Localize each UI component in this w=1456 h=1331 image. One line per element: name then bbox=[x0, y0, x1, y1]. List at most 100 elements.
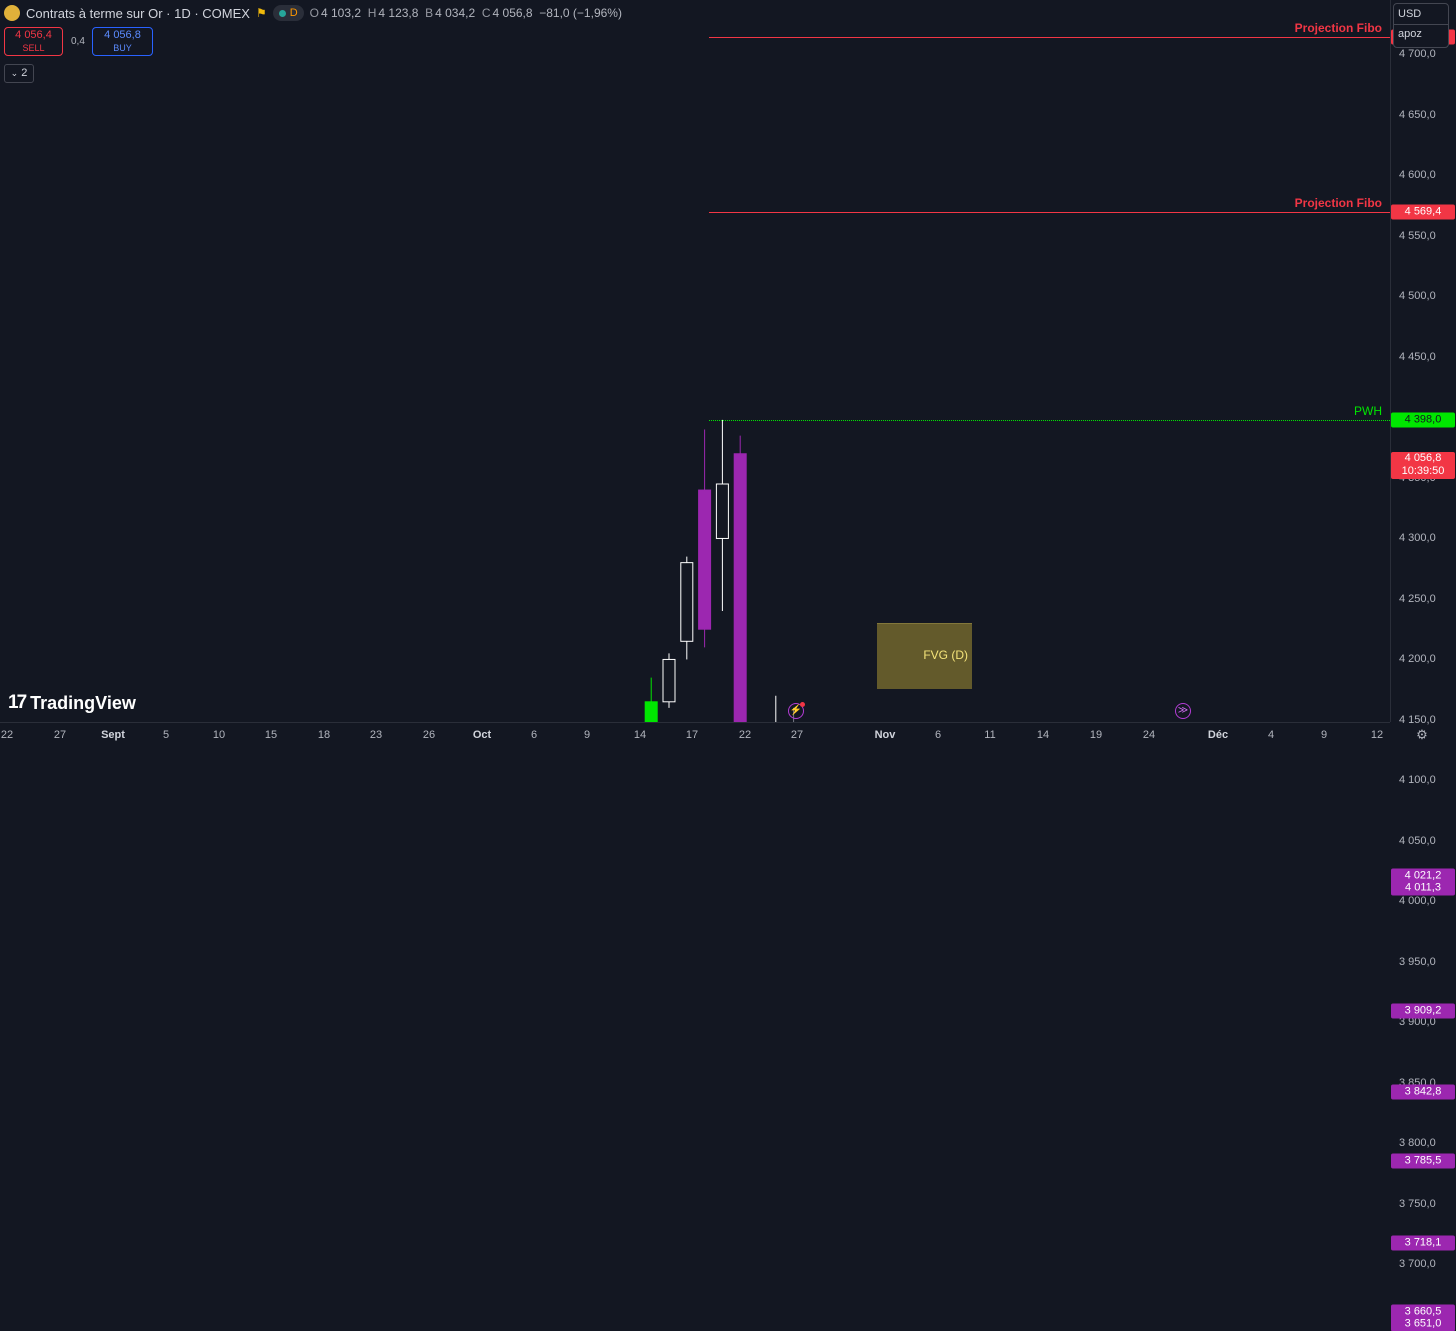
price-tick-label: 4 550,0 bbox=[1399, 229, 1436, 242]
ohlc-high-key: H bbox=[367, 6, 377, 20]
price-tick-label: 3 800,0 bbox=[1399, 1137, 1436, 1150]
current-price-tag: 4 056,8 10:39:50 bbox=[1391, 452, 1455, 479]
fibo-price-tag: 4 569,4 bbox=[1391, 204, 1455, 220]
candle-body bbox=[733, 453, 747, 722]
time-tick-label: 22 bbox=[738, 729, 752, 741]
buy-button[interactable]: 4 056,8 BUY bbox=[92, 27, 153, 56]
time-tick-label: Déc bbox=[1207, 729, 1229, 741]
currency-value: USD bbox=[1398, 8, 1422, 20]
currency-selector[interactable]: USD apoz bbox=[1393, 3, 1449, 48]
fvg-zone[interactable] bbox=[876, 623, 972, 690]
price-tick-label: 4 250,0 bbox=[1399, 592, 1436, 605]
candle-body bbox=[715, 483, 729, 539]
time-tick-label: 6 bbox=[530, 729, 538, 741]
time-tick-label: 26 bbox=[422, 729, 436, 741]
price-tick-label: 4 450,0 bbox=[1399, 350, 1436, 363]
time-tick-label: 10 bbox=[212, 729, 226, 741]
flag-icon[interactable]: ⚑ bbox=[255, 6, 267, 20]
fibo-level-line[interactable] bbox=[709, 37, 1390, 39]
time-tick-label: 4 bbox=[1267, 729, 1275, 741]
time-tick-label: 14 bbox=[1036, 729, 1050, 741]
time-tick-label: Oct bbox=[472, 729, 492, 741]
current-price: 4 056,8 bbox=[1404, 452, 1442, 464]
pwh-level-line[interactable] bbox=[709, 419, 1390, 421]
interval-badge-letter: D bbox=[289, 7, 298, 19]
price-scale[interactable]: 4 700,0 4 650,0 4 600,0 4 550,0 4 500,0 4 450… bbox=[1390, 0, 1456, 1331]
time-scale[interactable]: 22 27 Sept 5 10 15 18 23 26 Oct 6 9 14 17 22 27 Nov 6 11 14… bbox=[0, 722, 1390, 747]
sell-price: 4 056,4 bbox=[15, 29, 52, 41]
ohlc-change: −81,0 (−1,96%) bbox=[539, 6, 622, 20]
time-tick-label: 17 bbox=[685, 729, 699, 741]
symbol-title[interactable]: Contrats à terme sur Or · 1D · COMEX bbox=[26, 5, 250, 21]
time-tick-label: 12 bbox=[1370, 729, 1384, 741]
future-event-icon[interactable]: ≫ bbox=[1175, 703, 1191, 719]
price-tick-label: 3 950,0 bbox=[1399, 955, 1436, 968]
pwh-level-label: PWH bbox=[1354, 403, 1382, 418]
chart-pane[interactable]: FVG (D)FVG (W)FVG (W)FVG (W)FVG (D) Proj… bbox=[0, 0, 1390, 722]
time-tick-label: 22 bbox=[0, 729, 14, 741]
candle-body bbox=[698, 489, 712, 630]
price-tick-label: 4 100,0 bbox=[1399, 774, 1436, 787]
time-tick-label: 24 bbox=[1142, 729, 1156, 741]
gold-symbol-icon bbox=[4, 5, 20, 21]
price-tick-label: 4 200,0 bbox=[1399, 653, 1436, 666]
candle-body bbox=[662, 658, 676, 703]
ohlc-close-key: C bbox=[481, 6, 491, 20]
ssl-price-tag: 3 842,8 bbox=[1391, 1084, 1455, 1100]
interval-badge[interactable]: D bbox=[272, 5, 304, 21]
chart-header: Contrats à terme sur Or · 1D · COMEX ⚑ D… bbox=[4, 4, 622, 22]
indicators-toggle[interactable]: ⌄ 2 bbox=[4, 64, 34, 83]
time-tick-label: 5 bbox=[162, 729, 170, 741]
bar-countdown: 10:39:50 bbox=[1401, 465, 1445, 477]
market-status-dot bbox=[278, 9, 286, 17]
price-tick-label: 4 300,0 bbox=[1399, 532, 1436, 545]
ssl-price-tag: 3 651,0 bbox=[1391, 1316, 1455, 1331]
unit-value: apoz bbox=[1398, 28, 1422, 40]
unit-selector[interactable]: apoz bbox=[1394, 24, 1448, 40]
tradingview-watermark[interactable]: 17 TradingView bbox=[8, 692, 136, 714]
pwh-price-tag: 4 398,0 bbox=[1391, 412, 1455, 428]
indicators-count: 2 bbox=[21, 67, 28, 79]
ohlc-open-key: O bbox=[309, 6, 319, 20]
time-tick-label: 23 bbox=[369, 729, 383, 741]
price-tick-label: 4 050,0 bbox=[1399, 834, 1436, 847]
ssl-price-tag: 4 011,3 bbox=[1391, 880, 1455, 896]
ohlc-low: 4 034,2 bbox=[435, 6, 476, 20]
tradingview-wordmark: TradingView bbox=[30, 692, 136, 713]
time-tick-label: Nov bbox=[874, 729, 896, 741]
price-tick-label: 4 500,0 bbox=[1399, 290, 1436, 303]
fvg-zone-label: FVG (D) bbox=[923, 647, 968, 662]
time-tick-label: 6 bbox=[934, 729, 942, 741]
time-tick-label: 11 bbox=[984, 729, 996, 741]
buy-label: BUY bbox=[113, 43, 132, 53]
ohlc-close: 4 056,8 bbox=[492, 6, 533, 20]
fibo-level-label: Projection Fibo bbox=[1294, 196, 1382, 211]
price-tick-label: 4 000,0 bbox=[1399, 895, 1436, 908]
time-tick-label: Sept bbox=[101, 729, 125, 741]
ssl-price-tag: 3 909,2 bbox=[1391, 1003, 1455, 1019]
time-tick-label: 18 bbox=[317, 729, 331, 741]
candle-body bbox=[680, 562, 694, 642]
spread-value: 0,4 bbox=[71, 36, 85, 47]
settings-gear-icon[interactable]: ⚙ bbox=[1416, 727, 1428, 742]
fibo-level-line[interactable] bbox=[709, 212, 1390, 214]
price-tick-label: 4 650,0 bbox=[1399, 108, 1436, 121]
ohlc-high: 4 123,8 bbox=[378, 6, 419, 20]
ssl-price-tag: 3 718,1 bbox=[1391, 1235, 1455, 1251]
price-chart[interactable] bbox=[0, 0, 1390, 722]
sell-button[interactable]: 4 056,4 SELL bbox=[4, 27, 63, 56]
dividend-event-icon[interactable]: ⚡ bbox=[788, 703, 804, 719]
price-tick-label: 3 700,0 bbox=[1399, 1258, 1436, 1271]
ohlc-open: 4 103,2 bbox=[321, 6, 362, 20]
time-tick-label: 14 bbox=[633, 729, 647, 741]
ssl-price-tag: 3 785,5 bbox=[1391, 1153, 1455, 1169]
time-tick-label: 9 bbox=[1320, 729, 1328, 741]
price-tick-label: 3 750,0 bbox=[1399, 1197, 1436, 1210]
ohlc-low-key: B bbox=[425, 6, 434, 20]
price-tick-label: 4 700,0 bbox=[1399, 48, 1436, 61]
time-tick-label: 27 bbox=[790, 729, 804, 741]
tradingview-logo-icon: 17 bbox=[8, 692, 27, 713]
event-alert-dot bbox=[800, 702, 805, 707]
fibo-level-label: Projection Fibo bbox=[1294, 21, 1382, 36]
sell-label: SELL bbox=[22, 43, 45, 53]
